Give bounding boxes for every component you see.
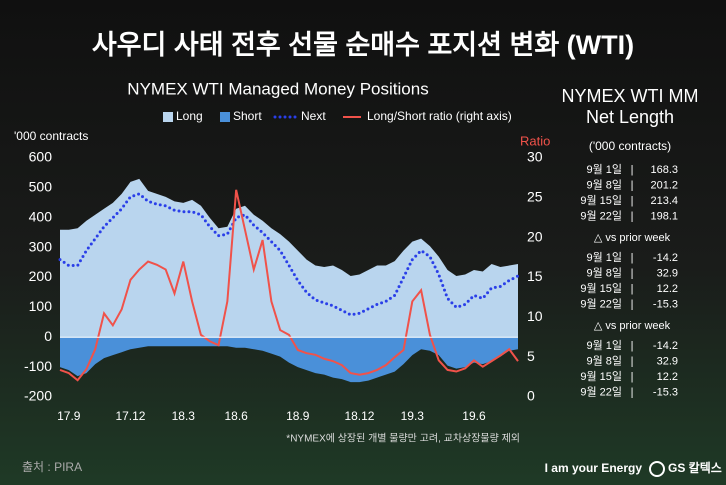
area: [60, 178, 518, 338]
panel-separator: |: [631, 164, 634, 176]
panel-separator: |: [631, 386, 634, 398]
y-tick-label: 0: [44, 328, 52, 344]
panel-date: 9월 15일: [580, 193, 622, 207]
panel-separator: |: [631, 283, 634, 295]
panel-unit: ('000 contracts): [589, 139, 671, 153]
y-tick-label: 200: [29, 268, 53, 284]
panel-date: 9월 22일: [580, 296, 622, 310]
panel-date: 9월 1일: [586, 162, 622, 176]
x-tick-label: 19.6: [462, 409, 486, 423]
panel-value: -14.2: [653, 252, 678, 264]
panel-separator: |: [631, 179, 634, 191]
panel-separator: |: [631, 340, 634, 352]
x-tick-label: 18.9: [286, 409, 310, 423]
panel-date: 9월 22일: [580, 384, 622, 398]
panel-value: 12.2: [657, 283, 678, 295]
legend-swatch: [220, 112, 230, 122]
panel-value: 168.3: [650, 164, 678, 176]
panel-date: 9월 8일: [586, 265, 622, 279]
legend-label: Long/Short ratio (right axis): [367, 109, 512, 123]
legend-label: Next: [301, 109, 326, 123]
panel-date: 9월 15일: [580, 369, 622, 383]
panel-separator: |: [631, 355, 634, 367]
panel-value: -15.3: [653, 298, 678, 310]
panel-date: 9월 22일: [580, 208, 622, 222]
panel-value: 213.4: [650, 195, 678, 207]
legend-swatch: [163, 112, 173, 122]
panel-value: 32.9: [657, 355, 678, 367]
panel-separator: |: [631, 210, 634, 222]
y-tick-label: -200: [24, 388, 52, 404]
panel-separator: |: [631, 371, 634, 383]
source: 출처 : PIRA: [22, 460, 82, 474]
panel-value: 32.9: [657, 267, 678, 279]
panel-date: 9월 1일: [586, 250, 622, 264]
y-tick-label: -100: [24, 358, 52, 374]
y2-axis-label: Ratio: [520, 133, 550, 148]
panel-date: 9월 1일: [586, 338, 622, 352]
line: [58, 192, 520, 317]
y2-tick-label: 30: [527, 149, 543, 165]
brand: GS 칼텍스: [668, 460, 722, 475]
panel-separator: |: [631, 267, 634, 279]
line: [59, 189, 519, 382]
x-tick-label: 18.12: [344, 409, 374, 423]
page-title: 사우디 사태 전후 선물 순매수 포지션 변화 (WTI): [92, 30, 634, 60]
y2-tick-label: 15: [527, 268, 543, 284]
y-tick-label: 500: [29, 179, 53, 195]
y2-tick-label: 25: [527, 189, 543, 205]
panel-value: -14.2: [653, 340, 678, 352]
x-tick-label: 17.9: [57, 409, 81, 423]
panel-date: 9월 8일: [586, 353, 622, 367]
chart-title: NYMEX WTI Managed Money Positions: [127, 79, 428, 98]
brand-logo: [649, 461, 665, 477]
panel-title: Net Length: [586, 107, 674, 127]
x-tick-label: 18.6: [224, 409, 248, 423]
panel-date: 9월 8일: [586, 177, 622, 191]
panel-separator: |: [631, 195, 634, 207]
y-axis-label: '000 contracts: [14, 129, 88, 143]
panel-title: NYMEX WTI MM: [562, 86, 699, 106]
y-tick-label: 400: [29, 208, 53, 224]
legend-label: Short: [233, 109, 262, 123]
y-tick-label: 300: [29, 238, 53, 254]
y2-tick-label: 10: [527, 308, 543, 324]
y2-tick-label: 0: [527, 388, 535, 404]
panel-value: -15.3: [653, 386, 678, 398]
panel-value: 12.2: [657, 371, 678, 383]
y2-tick-label: 20: [527, 228, 543, 244]
panel-separator: |: [631, 252, 634, 264]
panel-heading: △ vs prior week: [594, 320, 671, 332]
panel-separator: |: [631, 298, 634, 310]
y-tick-label: 600: [29, 149, 53, 165]
y-tick-label: 100: [29, 298, 53, 314]
footnote: *NYMEX에 상장된 개별 물량만 고려, 교차상장물량 제외: [286, 433, 520, 445]
panel-value: 198.1: [650, 210, 678, 222]
x-tick-label: 18.3: [172, 409, 196, 423]
panel-heading: △ vs prior week: [594, 232, 671, 244]
panel-value: 201.2: [650, 179, 678, 191]
x-tick-label: 17.12: [115, 409, 145, 423]
legend-label: Long: [176, 109, 203, 123]
slogan: I am your Energy: [545, 461, 643, 475]
y2-tick-label: 5: [527, 348, 535, 364]
x-tick-label: 19.3: [401, 409, 425, 423]
panel-date: 9월 15일: [580, 281, 622, 295]
